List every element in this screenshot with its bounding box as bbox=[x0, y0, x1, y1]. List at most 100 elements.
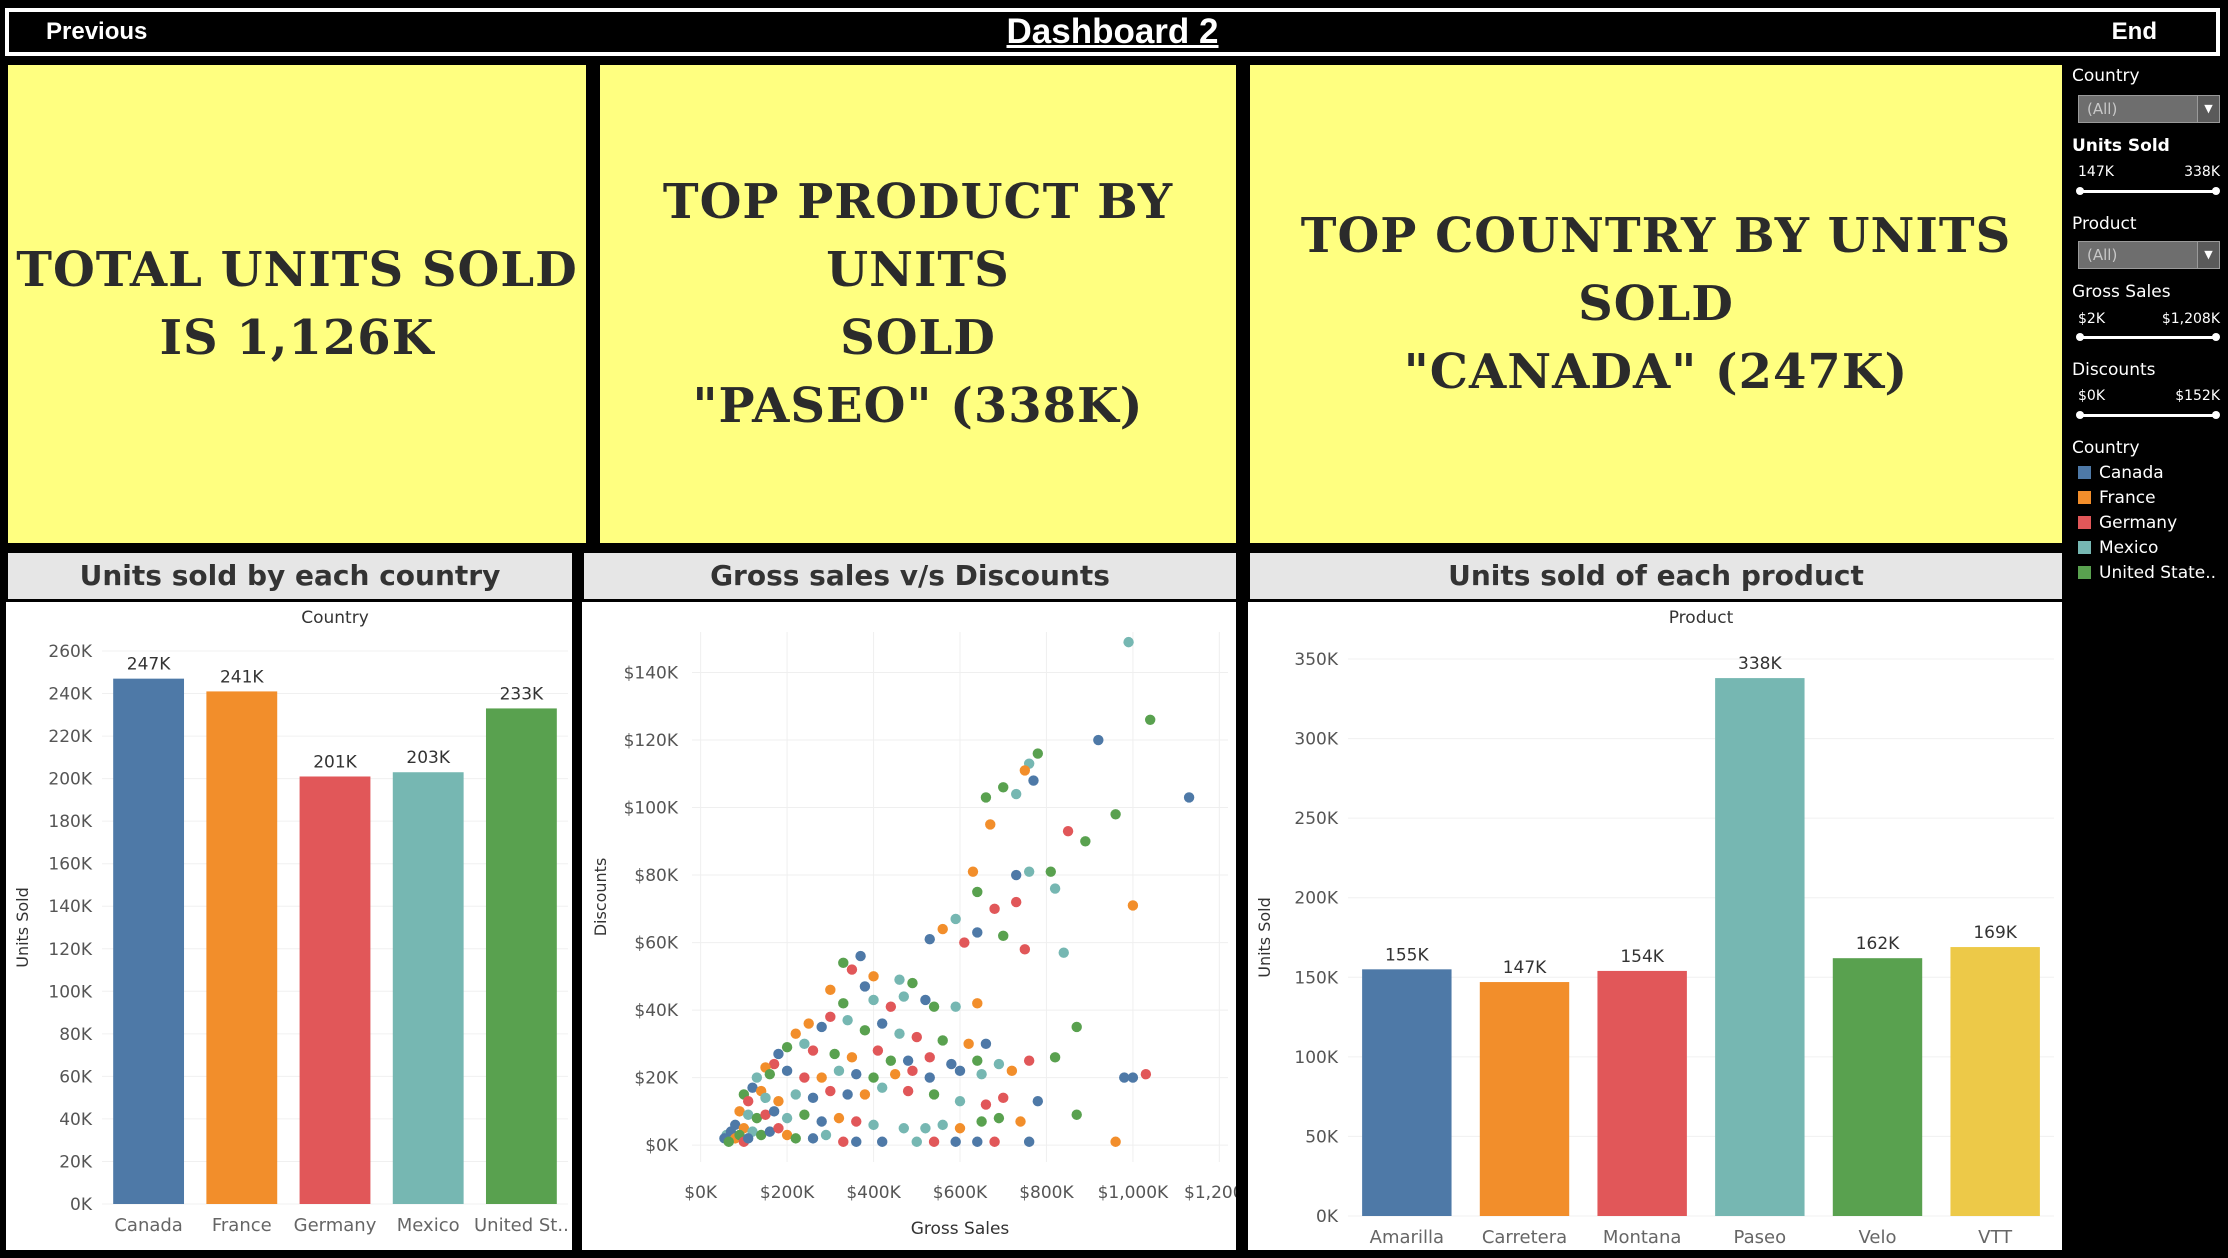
scatter-point bbox=[1071, 1021, 1082, 1033]
bar-3 bbox=[392, 772, 464, 1204]
units-filter-label: Units Sold bbox=[2072, 136, 2170, 156]
bar-2 bbox=[299, 776, 371, 1204]
units-min-handle[interactable] bbox=[2076, 187, 2084, 195]
scatter-point bbox=[972, 927, 983, 938]
scatter-point bbox=[989, 1136, 1000, 1147]
end-button[interactable]: End bbox=[2111, 18, 2157, 45]
legend-item-2[interactable]: Germany bbox=[2078, 512, 2177, 534]
legend-label: United State.. bbox=[2099, 563, 2217, 583]
legend-item-3[interactable]: Mexico bbox=[2078, 537, 2158, 559]
scatter-point bbox=[764, 1126, 776, 1137]
gross-min-handle[interactable] bbox=[2076, 333, 2084, 341]
scatter-point bbox=[972, 886, 983, 898]
scatter-point bbox=[1015, 1116, 1026, 1127]
x-tick-label: France bbox=[212, 1215, 272, 1236]
units-max-handle[interactable] bbox=[2212, 187, 2220, 195]
scatter-point bbox=[976, 1069, 987, 1080]
scatter-point bbox=[838, 998, 849, 1009]
scatter-point bbox=[1028, 775, 1039, 786]
x-tick-label: Velo bbox=[1858, 1227, 1896, 1248]
kpi-product-line1: Top product by units bbox=[662, 174, 1174, 298]
legend-item-4[interactable]: United State.. bbox=[2078, 562, 2216, 584]
x-tick-label: $1,200K bbox=[1184, 1183, 1236, 1203]
scatter-point bbox=[902, 1055, 914, 1066]
scatter-point bbox=[1123, 636, 1134, 648]
y-tick-label: 20K bbox=[59, 1152, 93, 1172]
scatter-point bbox=[851, 1116, 862, 1127]
scatter-point bbox=[807, 1133, 819, 1144]
legend-label: Germany bbox=[2099, 513, 2178, 533]
scatter-point bbox=[876, 1018, 888, 1029]
scatter-point bbox=[829, 1048, 840, 1060]
bar-0 bbox=[1362, 969, 1452, 1216]
y-axis-label: Units Sold bbox=[13, 887, 32, 968]
y-tick-label: 40K bbox=[59, 1110, 93, 1130]
kpi-product-line2: sold bbox=[840, 310, 996, 366]
product-filter-label: Product bbox=[2072, 214, 2137, 234]
legend-item-1[interactable]: France bbox=[2078, 487, 2156, 509]
scatter-point bbox=[842, 1089, 853, 1100]
scatter-point bbox=[993, 1112, 1005, 1124]
chart-header: Country bbox=[301, 608, 369, 628]
scatter-point bbox=[723, 1136, 734, 1147]
product-bar-chart[interactable]: Product Units Sold 0K 50K 100K 150K 200K 250K 30… bbox=[1248, 602, 2062, 1250]
scatter-chart[interactable]: $0K $20K $40K $60K $80K $100K $120K $140K $0K $20… bbox=[582, 602, 1236, 1250]
scatter-point bbox=[972, 998, 983, 1009]
scatter-point bbox=[954, 1123, 966, 1134]
scatter-point bbox=[885, 1001, 897, 1012]
scatter-point bbox=[885, 1055, 897, 1066]
scatter-point bbox=[833, 1112, 845, 1124]
bar-4 bbox=[1832, 958, 1923, 1216]
scatter-point bbox=[747, 1082, 758, 1093]
scatter-point bbox=[1144, 714, 1156, 725]
disc-max-handle[interactable] bbox=[2212, 411, 2220, 419]
y-tick-label: 0K bbox=[70, 1195, 93, 1215]
x-tick-label: Germany bbox=[294, 1215, 377, 1236]
scatter-point bbox=[773, 1048, 784, 1060]
bar-value-label: 162K bbox=[1856, 934, 1900, 954]
y-tick-label: $60K bbox=[634, 934, 678, 954]
scatter-point bbox=[773, 1123, 784, 1134]
scatter-point bbox=[1110, 1136, 1121, 1147]
kpi-country-line1: Top country by units sold bbox=[1300, 208, 2012, 332]
y-tick-label: $100K bbox=[624, 799, 679, 819]
scatter-point bbox=[998, 1092, 1009, 1104]
scatter-point bbox=[838, 957, 849, 969]
scatter-point bbox=[889, 1069, 901, 1080]
country-bar-chart[interactable]: Country Units Sold 0K 20K 40K 60K 80K 100K 120K 1… bbox=[6, 602, 572, 1250]
kpi-top-product: Top product by units sold "Paseo" (338K) bbox=[600, 65, 1236, 543]
gross-range-slider[interactable] bbox=[2076, 333, 2220, 341]
legend-item-0[interactable]: Canada bbox=[2078, 462, 2164, 484]
units-max-label: 338K bbox=[2184, 164, 2220, 180]
dashboard-header: Dashboard 2 Previous End bbox=[5, 8, 2220, 56]
gross-min-label: $2K bbox=[2078, 311, 2105, 327]
previous-button[interactable]: Previous bbox=[46, 18, 148, 45]
scatter-point bbox=[768, 1058, 780, 1070]
scatter-point bbox=[1127, 900, 1139, 911]
product-filter-dropdown[interactable]: (All) ▼ bbox=[2078, 241, 2220, 269]
scatter-point bbox=[768, 1106, 780, 1117]
scatter-point bbox=[1023, 1136, 1035, 1147]
gross-max-handle[interactable] bbox=[2212, 333, 2220, 341]
scatter-point bbox=[1019, 765, 1031, 776]
legend-label: Mexico bbox=[2099, 538, 2159, 558]
scatter-point bbox=[894, 1028, 905, 1039]
scatter-point bbox=[1049, 883, 1061, 894]
scatter-point bbox=[781, 1065, 793, 1077]
discounts-range-slider[interactable] bbox=[2076, 411, 2220, 419]
x-tick-label: $800K bbox=[1019, 1183, 1074, 1203]
scatter-point bbox=[760, 1092, 771, 1104]
scatter-point bbox=[760, 1109, 771, 1120]
units-range-slider[interactable] bbox=[2076, 187, 2220, 195]
scatter-point bbox=[954, 1096, 966, 1107]
disc-min-handle[interactable] bbox=[2076, 411, 2084, 419]
bar-value-label: 203K bbox=[406, 748, 450, 768]
y-tick-label: 160K bbox=[48, 855, 92, 875]
scatter-point bbox=[1010, 869, 1022, 881]
y-tick-label: $20K bbox=[634, 1069, 678, 1089]
country-filter-dropdown[interactable]: (All) ▼ bbox=[2078, 95, 2220, 123]
x-tick-label: $400K bbox=[846, 1183, 901, 1203]
scatter-point bbox=[950, 1136, 961, 1147]
x-tick-label: Mexico bbox=[397, 1215, 460, 1236]
x-tick-label: $1,000K bbox=[1098, 1183, 1169, 1203]
